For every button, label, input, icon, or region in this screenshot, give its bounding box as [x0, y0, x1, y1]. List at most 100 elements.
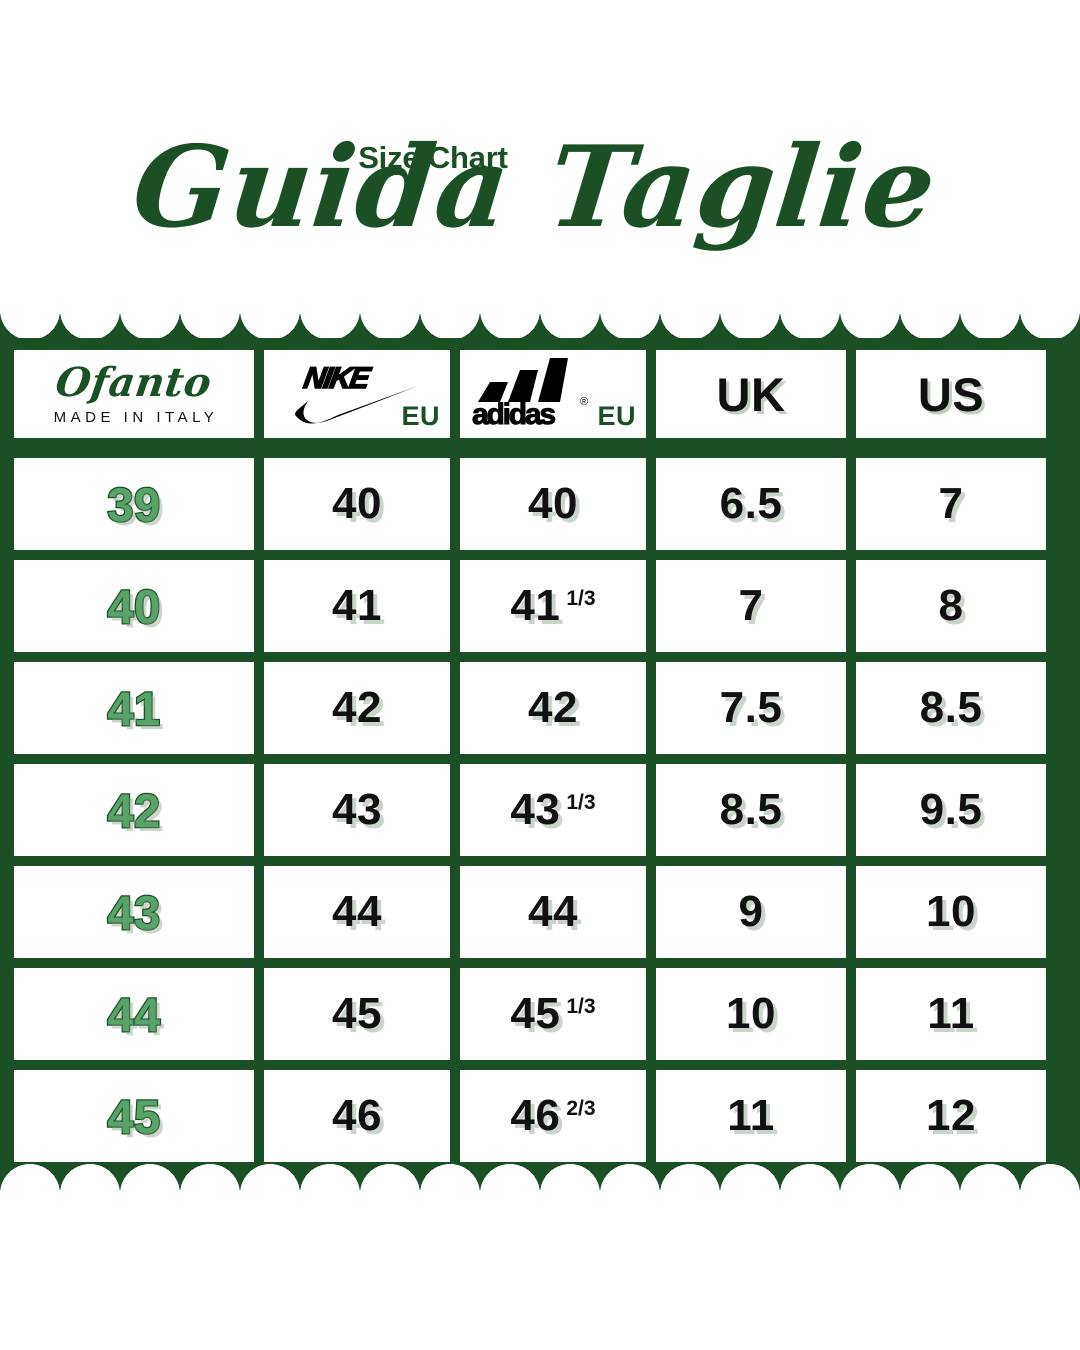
table-row: 43 44 44 9 10	[14, 866, 1066, 958]
value-us: 7	[938, 479, 964, 528]
value-adidas: 40	[528, 479, 578, 528]
table-row: 40 41 41 1/3 7 8	[14, 560, 1066, 652]
value-uk: 11	[727, 1091, 775, 1140]
size-chart-panel: Ofanto MADE IN ITALY NIKE EU	[0, 310, 1080, 1194]
value-nike: 44	[332, 887, 382, 936]
value-uk: 7	[738, 581, 764, 630]
table-row: 44 45 45 1/3 10 11	[14, 968, 1066, 1060]
header-label-uk: UK	[716, 367, 786, 421]
cell-adidas-size: 41 1/3	[460, 560, 646, 652]
value-nike: 45	[332, 989, 382, 1038]
adidas-value-wrap: 45 1/3	[510, 989, 595, 1039]
value-nike: 46	[332, 1091, 382, 1140]
value-ofanto: 39	[106, 476, 161, 532]
cell-ofanto-size: 42	[14, 764, 254, 856]
value-adidas: 43	[510, 785, 561, 834]
adidas-value-wrap: 41 1/3	[510, 581, 595, 631]
cell-adidas-size: 40	[460, 458, 646, 550]
ofanto-wordmark: Ofanto	[53, 359, 215, 406]
value-ofanto: 45	[106, 1088, 161, 1144]
value-uk: 6.5	[719, 479, 783, 528]
cell-uk-size: 11	[656, 1070, 846, 1162]
value-adidas-fraction: 2/3	[566, 1097, 596, 1120]
cell-adidas-size: 42	[460, 662, 646, 754]
value-ofanto: 42	[106, 782, 161, 838]
cell-ofanto-size: 40	[14, 560, 254, 652]
cell-ofanto-size: 39	[14, 458, 254, 550]
table-row: 41 42 42 7.5 8.5	[14, 662, 1066, 754]
adidas-value-wrap: 42	[528, 683, 578, 733]
table-row: 39 40 40 6.5 7	[14, 458, 1066, 550]
value-adidas: 44	[528, 887, 578, 936]
value-uk: 7.5	[719, 683, 783, 732]
cell-adidas-size: 46 2/3	[460, 1070, 646, 1162]
header-cell-us: US	[856, 350, 1046, 438]
cell-us-size: 12	[856, 1070, 1046, 1162]
adidas-value-wrap: 44	[528, 887, 578, 937]
header-label-us: US	[917, 367, 985, 421]
ofanto-logo: Ofanto MADE IN ITALY	[50, 359, 219, 426]
scallop-top-edge	[0, 310, 1080, 342]
cell-nike-size: 42	[264, 662, 450, 754]
cell-ofanto-size: 41	[14, 662, 254, 754]
cell-us-size: 11	[856, 968, 1046, 1060]
cell-adidas-size: 43 1/3	[460, 764, 646, 856]
value-uk: 10	[726, 989, 776, 1038]
adidas-unit-label: EU	[597, 401, 636, 431]
value-uk: 8.5	[719, 785, 783, 834]
value-nike: 42	[332, 683, 382, 732]
cell-nike-size: 43	[264, 764, 450, 856]
value-us: 10	[926, 887, 976, 936]
cell-us-size: 9.5	[856, 764, 1046, 856]
value-adidas-fraction: 1/3	[566, 587, 596, 610]
value-adidas: 41	[510, 581, 561, 630]
cell-uk-size: 6.5	[656, 458, 846, 550]
table-body: 39 40 40 6.5 7 40 41 41 1/3 7 8 41 42 42 7.5 8.5 42 43 43 1…	[14, 458, 1066, 1162]
header-cell-uk: UK	[656, 350, 846, 438]
cell-nike-size: 46	[264, 1070, 450, 1162]
cell-us-size: 8.5	[856, 662, 1046, 754]
value-nike: 41	[332, 581, 382, 630]
cell-nike-size: 45	[264, 968, 450, 1060]
value-us: 8.5	[919, 683, 983, 732]
cell-nike-size: 44	[264, 866, 450, 958]
header-cell-adidas: adidas ® EU	[460, 350, 646, 438]
cell-uk-size: 9	[656, 866, 846, 958]
value-ofanto: 41	[106, 680, 161, 736]
ofanto-tagline: MADE IN ITALY	[53, 409, 219, 426]
value-ofanto: 44	[106, 986, 161, 1042]
value-adidas: 45	[510, 989, 561, 1038]
cell-uk-size: 10	[656, 968, 846, 1060]
scallop-bottom-edge	[0, 1162, 1080, 1194]
cell-nike-size: 41	[264, 560, 450, 652]
adidas-value-wrap: 43 1/3	[510, 785, 595, 835]
cell-ofanto-size: 43	[14, 866, 254, 958]
header-cell-ofanto: Ofanto MADE IN ITALY	[14, 350, 254, 438]
cell-us-size: 8	[856, 560, 1046, 652]
cell-ofanto-size: 45	[14, 1070, 254, 1162]
value-us: 11	[927, 989, 975, 1038]
cell-uk-size: 8.5	[656, 764, 846, 856]
adidas-registered-mark: ®	[580, 396, 589, 408]
table-row: 42 43 43 1/3 8.5 9.5	[14, 764, 1066, 856]
value-adidas-fraction: 1/3	[566, 995, 596, 1018]
nike-logo: NIKE EU	[264, 350, 450, 438]
adidas-logo: adidas ® EU	[460, 350, 646, 438]
table-row: 45 46 46 2/3 11 12	[14, 1070, 1066, 1162]
adidas-value-wrap: 46 2/3	[510, 1091, 595, 1141]
value-us: 12	[926, 1091, 976, 1140]
value-uk: 9	[738, 887, 764, 936]
value-adidas: 42	[528, 683, 578, 732]
value-nike: 40	[332, 479, 382, 528]
header-cell-nike: NIKE EU	[264, 350, 450, 438]
value-adidas-fraction: 1/3	[566, 791, 596, 814]
cell-uk-size: 7	[656, 560, 846, 652]
table-header-row: Ofanto MADE IN ITALY NIKE EU	[14, 350, 1066, 438]
value-us: 8	[938, 581, 964, 630]
value-nike: 43	[332, 785, 382, 834]
cell-us-size: 7	[856, 458, 1046, 550]
value-ofanto: 40	[106, 578, 161, 634]
cell-adidas-size: 44	[460, 866, 646, 958]
cell-us-size: 10	[856, 866, 1046, 958]
cell-nike-size: 40	[264, 458, 450, 550]
